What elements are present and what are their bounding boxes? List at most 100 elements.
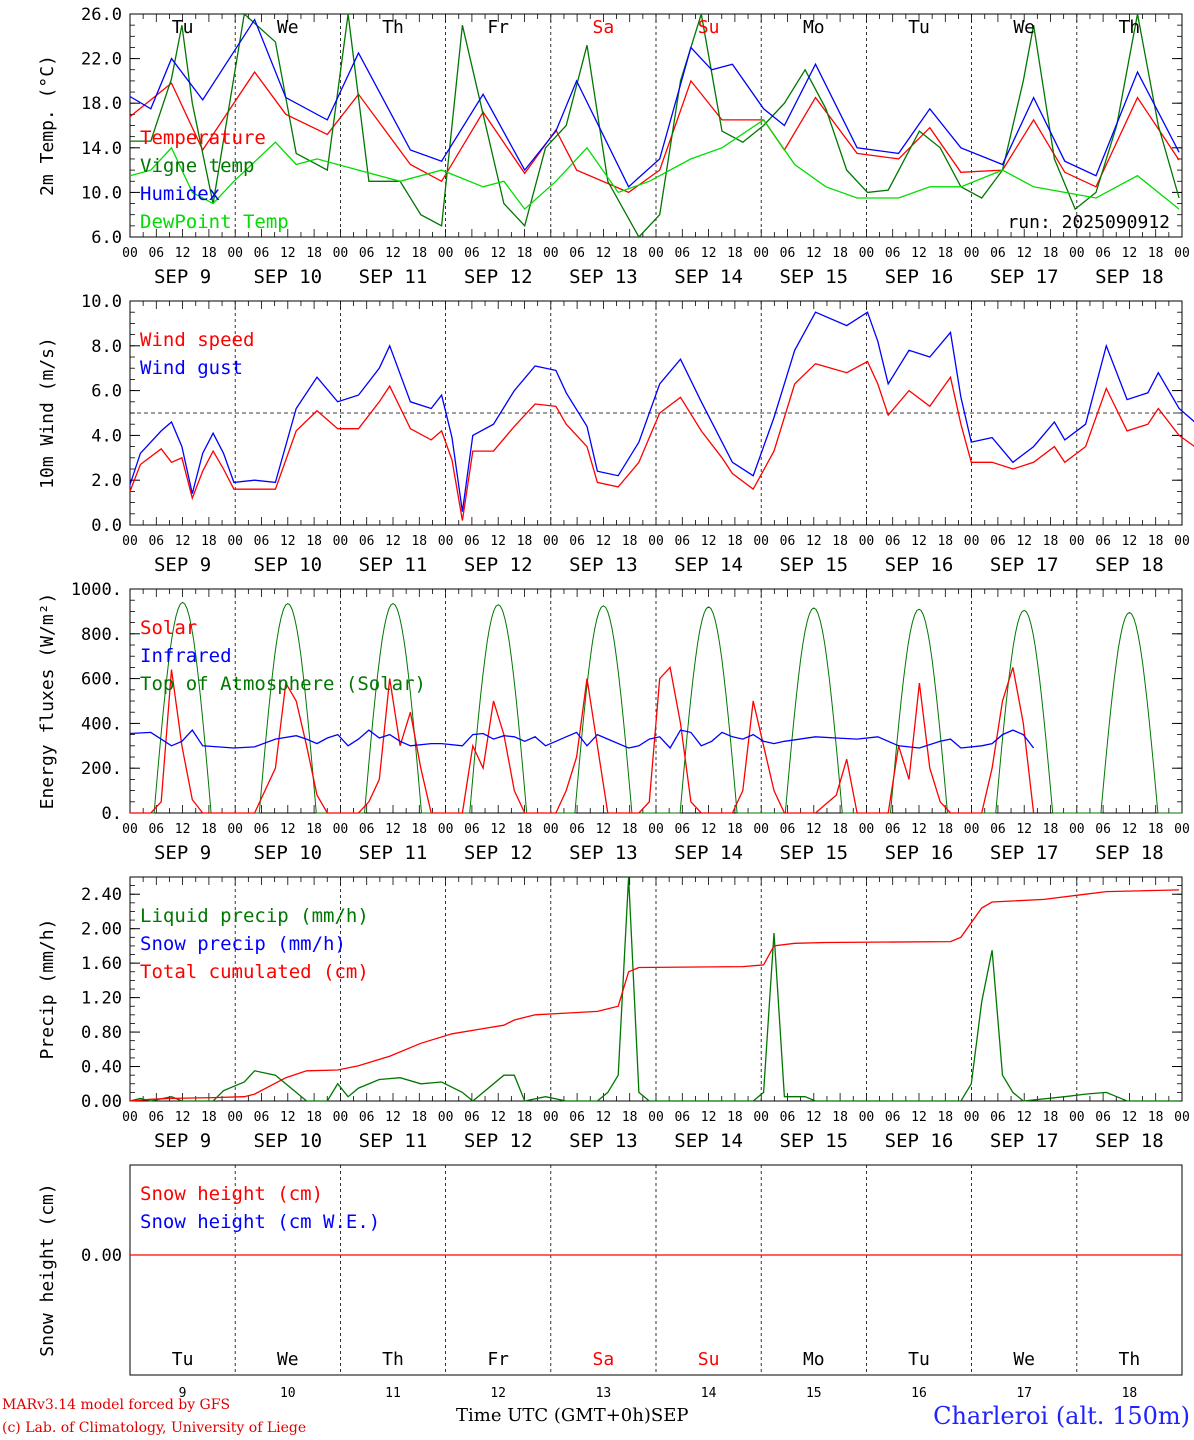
date-label: SEP 11	[359, 842, 428, 864]
date-label: SEP 11	[359, 1130, 428, 1152]
series-line-humidex	[129, 18, 1180, 188]
hour-tick-label: 18	[832, 246, 848, 261]
hour-tick-label: 00	[543, 246, 559, 261]
hour-tick-label: 06	[780, 246, 796, 261]
hour-tick-label: 18	[727, 246, 743, 261]
hour-tick-label: 00	[438, 1110, 454, 1125]
hour-tick-label: 12	[490, 534, 506, 549]
hour-tick-label: 00	[438, 534, 454, 549]
day-number-label: 18	[1122, 1386, 1138, 1401]
date-label: SEP 16	[885, 554, 954, 576]
hour-tick-label: 18	[517, 822, 533, 837]
hour-tick-label: 06	[780, 822, 796, 837]
hour-tick-label: 00	[122, 1110, 138, 1125]
hour-tick-label: 06	[359, 822, 375, 837]
hour-tick-label: 12	[701, 1110, 717, 1125]
hour-tick-label: 12	[911, 822, 927, 837]
credit-line-2: (c) Lab. of Climatology, University of L…	[2, 1420, 307, 1436]
date-label: SEP 14	[674, 554, 743, 576]
date-label: SEP 13	[569, 1130, 638, 1152]
hour-tick-label: 18	[201, 534, 217, 549]
series-line-wind-speed	[129, 360, 1194, 521]
hour-tick-label: 18	[727, 534, 743, 549]
hour-tick-label: 06	[885, 822, 901, 837]
hour-tick-label: 06	[464, 1110, 480, 1125]
legend-entry: Snow height (cm)	[140, 1183, 323, 1205]
hour-tick-label: 00	[122, 534, 138, 549]
hour-tick-label: 18	[306, 822, 322, 837]
hour-tick-label: 18	[306, 534, 322, 549]
day-name-label: We	[277, 17, 299, 38]
date-label: SEP 14	[674, 1130, 743, 1152]
hour-tick-label: 06	[254, 822, 270, 837]
y-tick-label: 22.0	[81, 50, 122, 70]
hour-tick-label: 18	[411, 1110, 427, 1125]
date-label: SEP 12	[464, 554, 533, 576]
hour-tick-label: 12	[806, 246, 822, 261]
hour-tick-label: 00	[753, 822, 769, 837]
hour-tick-label: 06	[464, 246, 480, 261]
hour-tick-label: 06	[254, 246, 270, 261]
hour-tick-label: 06	[254, 1110, 270, 1125]
panel-frame	[129, 588, 1183, 814]
hour-tick-label: 12	[175, 534, 191, 549]
y-tick-label: 4.0	[91, 426, 122, 446]
hour-tick-label: 06	[359, 1110, 375, 1125]
date-label: SEP 12	[464, 266, 533, 288]
date-label: SEP 15	[779, 1130, 848, 1152]
hour-tick-label: 12	[911, 1110, 927, 1125]
date-label: SEP 14	[674, 842, 743, 864]
hour-tick-label: 18	[1043, 822, 1059, 837]
legend-entry: Infrared	[140, 645, 232, 667]
x-axis-month: SEP	[650, 1405, 689, 1426]
hour-tick-label: 06	[464, 534, 480, 549]
date-label: SEP 15	[779, 554, 848, 576]
x-axis-label: Time UTC (GMT+0h)SEP	[456, 1405, 688, 1426]
y-tick-label: 0.00	[81, 1092, 122, 1112]
panel-frame	[129, 13, 1183, 238]
y-tick-label: 6.0	[91, 228, 122, 248]
day-name-label: Tu	[908, 17, 930, 38]
day-number-label: 16	[911, 1386, 927, 1401]
day-name-label: Th	[1119, 17, 1141, 38]
hour-tick-label: 00	[753, 1110, 769, 1125]
y-tick-label: 0.00	[81, 1246, 122, 1266]
day-name-label: Sa	[593, 1349, 615, 1370]
hour-tick-label: 12	[596, 534, 612, 549]
hour-tick-label: 12	[911, 246, 927, 261]
hour-tick-label: 00	[964, 1110, 980, 1125]
hour-tick-label: 18	[622, 822, 638, 837]
y-axis-title: Snow height (cm)	[37, 1183, 58, 1356]
hour-tick-label: 00	[1174, 246, 1190, 261]
credit-line-1: MARv3.14 model forced by GFS	[2, 1397, 231, 1413]
date-label: SEP 11	[359, 266, 428, 288]
day-number-label: 10	[280, 1386, 296, 1401]
hour-tick-label: 18	[727, 822, 743, 837]
legend-entry: Vigne temp	[140, 155, 254, 177]
hour-tick-label: 18	[1148, 822, 1164, 837]
hour-tick-label: 06	[990, 534, 1006, 549]
hour-tick-label: 12	[175, 822, 191, 837]
hour-tick-label: 00	[227, 534, 243, 549]
series-line-dewpoint-temp	[129, 119, 1180, 211]
hour-tick-label: 06	[990, 822, 1006, 837]
hour-tick-label: 12	[806, 1110, 822, 1125]
hour-tick-label: 18	[1043, 534, 1059, 549]
hour-tick-label: 00	[964, 246, 980, 261]
hour-tick-label: 00	[648, 534, 664, 549]
series-line-total-cumulated-cm-	[129, 889, 1180, 1102]
hour-tick-label: 12	[490, 246, 506, 261]
hour-tick-label: 00	[1174, 1110, 1190, 1125]
hour-tick-label: 00	[543, 1110, 559, 1125]
hour-tick-label: 12	[385, 246, 401, 261]
y-axis-title: Energy fluxes (W/m²)	[37, 593, 58, 810]
date-label: SEP 9	[154, 842, 211, 864]
legend-entry: Snow precip (mm/h)	[140, 933, 346, 955]
hour-tick-label: 06	[990, 246, 1006, 261]
hour-tick-label: 18	[201, 246, 217, 261]
hour-tick-label: 00	[543, 534, 559, 549]
y-tick-label: 14.0	[81, 139, 122, 159]
hour-tick-label: 18	[622, 1110, 638, 1125]
y-tick-label: 800.	[81, 625, 122, 645]
legend-entry: Wind speed	[140, 329, 254, 351]
